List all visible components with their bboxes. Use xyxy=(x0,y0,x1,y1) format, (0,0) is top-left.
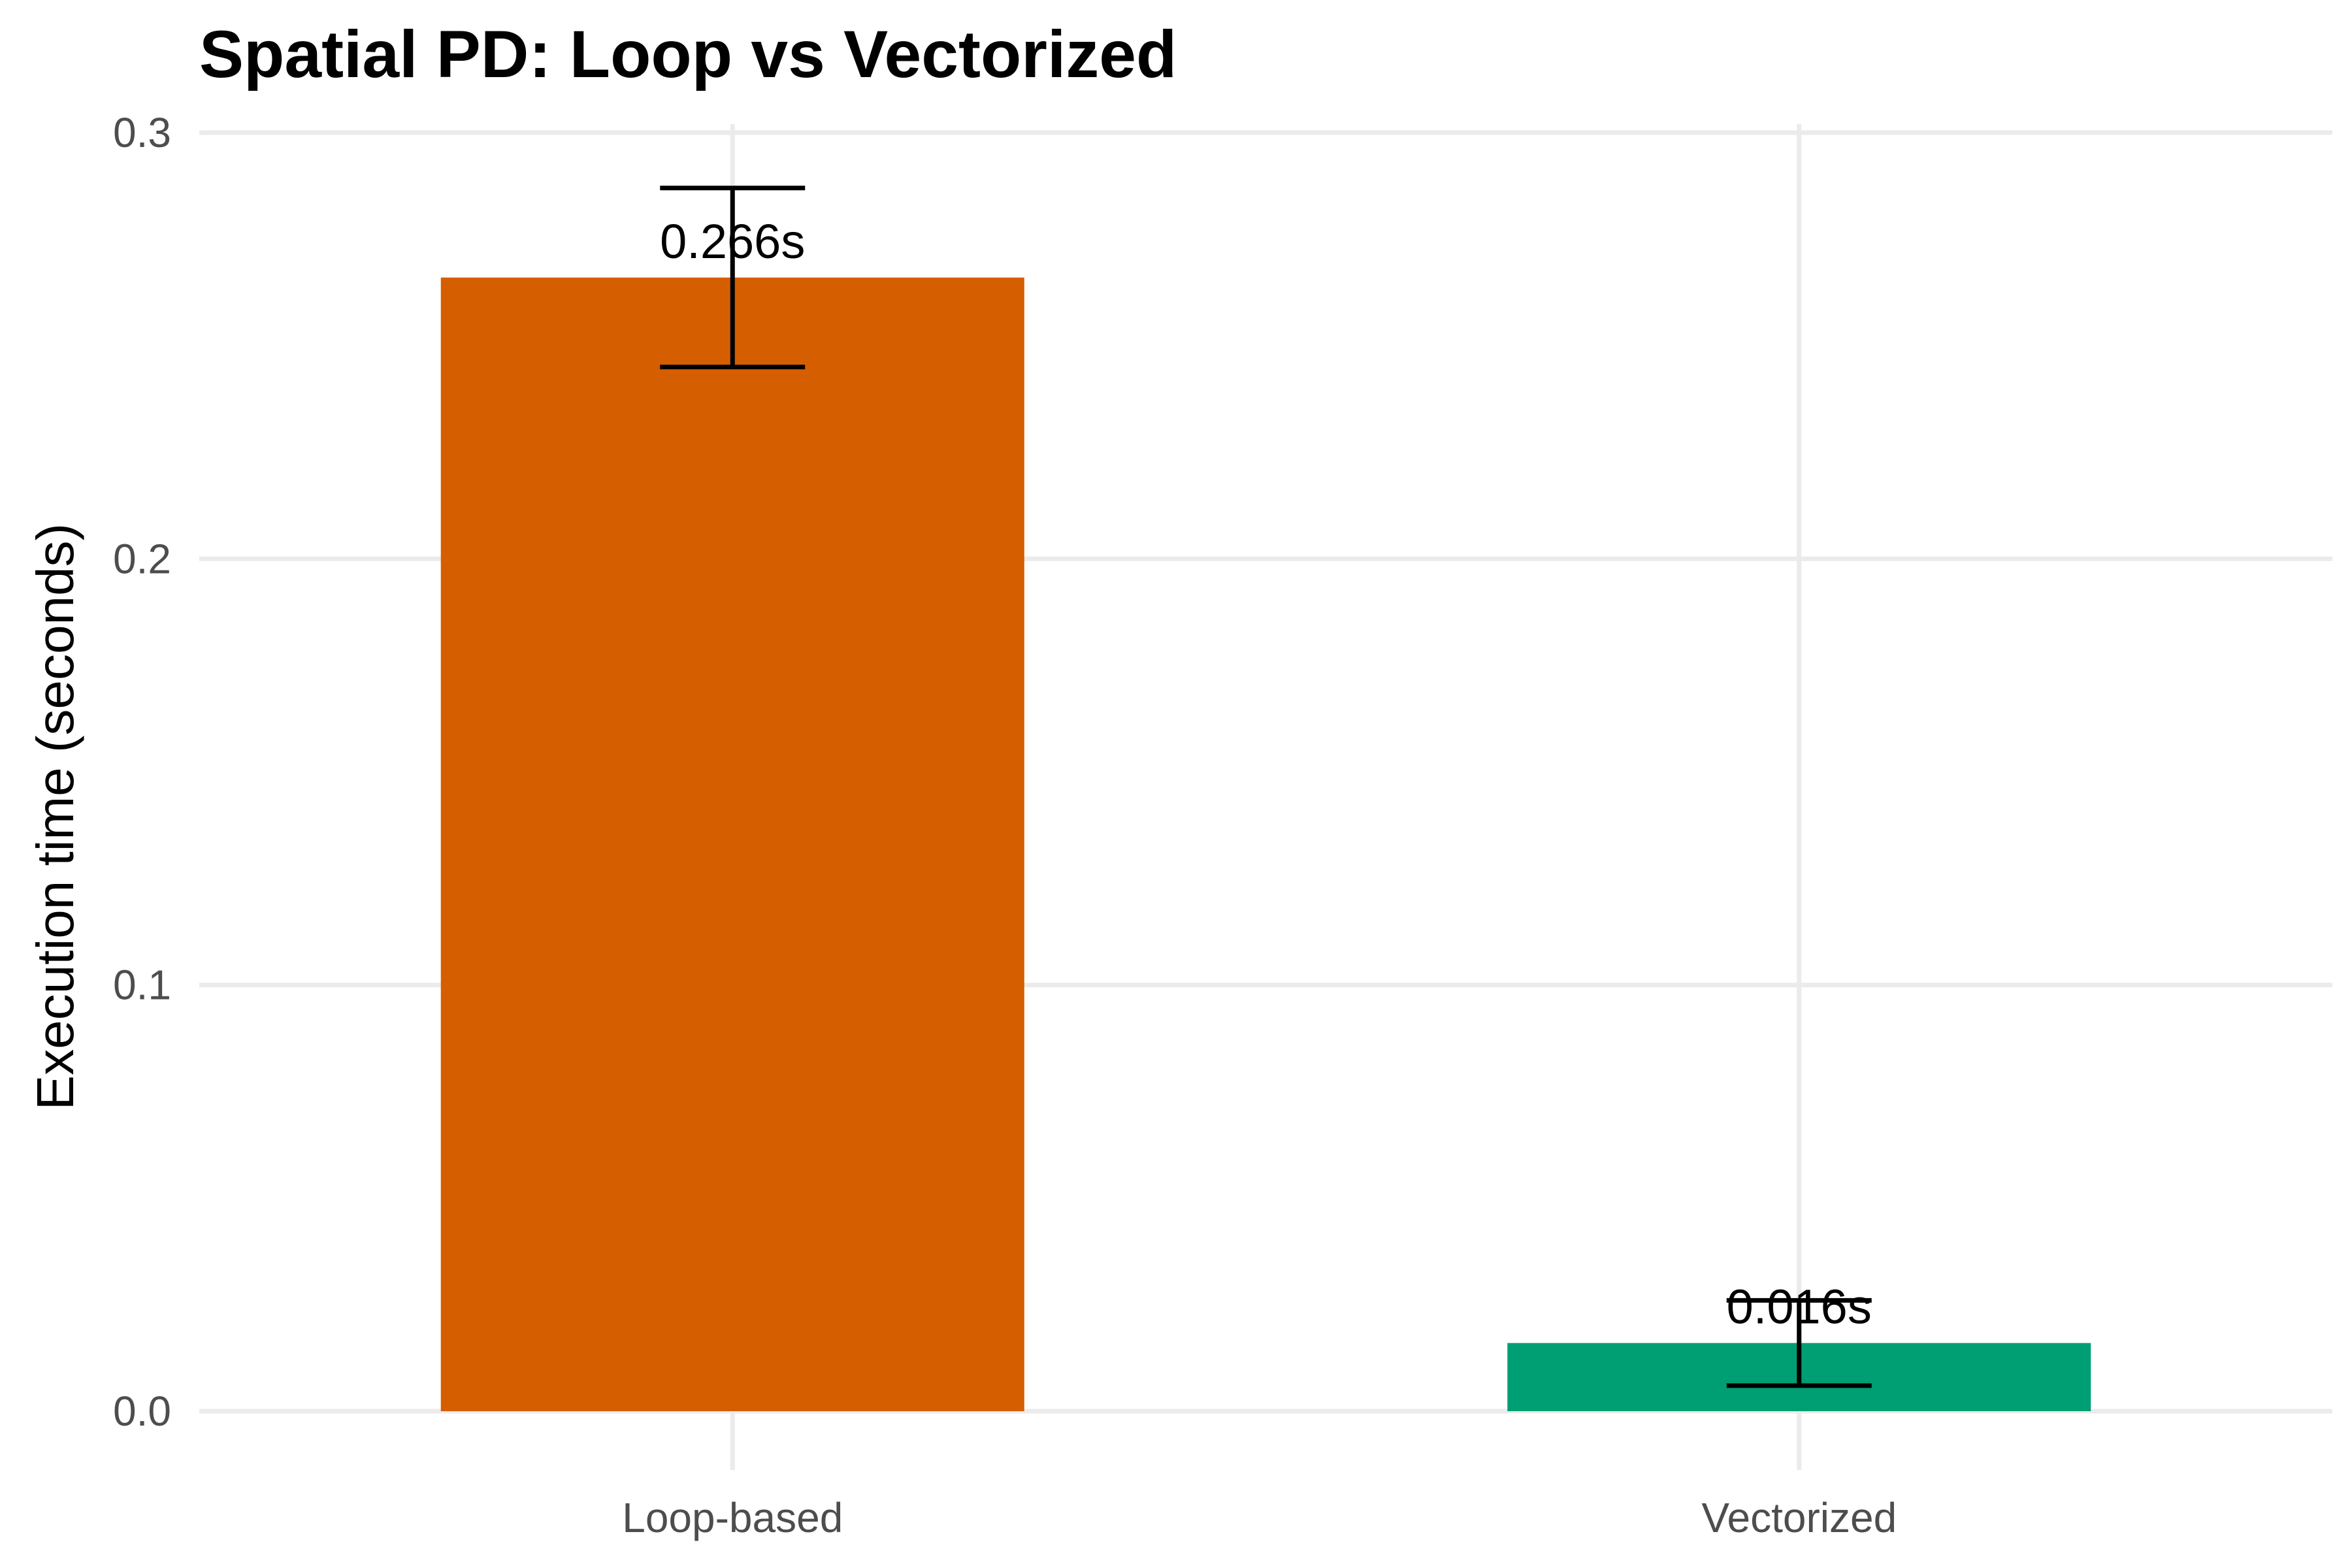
y-axis-label: Execution time (seconds) xyxy=(26,523,84,1110)
x-tick-label: Loop-based xyxy=(622,1494,843,1541)
bar-value-label: 0.266s xyxy=(660,214,805,269)
bar-value-label: 0.016s xyxy=(1727,1280,1872,1334)
y-tick-label: 0.3 xyxy=(113,109,171,156)
x-tick-label: Vectorized xyxy=(1701,1494,1897,1541)
y-tick-label: 0.2 xyxy=(113,535,171,582)
chart-title: Spatial PD: Loop vs Vectorized xyxy=(199,17,1177,91)
error-bars xyxy=(660,186,1872,1388)
tick-labels: 0.0 0.1 0.2 0.3 Loop-based Vectorized xyxy=(113,109,1897,1541)
bars xyxy=(440,277,2091,1411)
bar xyxy=(440,277,1024,1411)
y-tick-label: 0.0 xyxy=(113,1388,171,1435)
data-labels: 0.266s 0.016s xyxy=(660,214,1872,1334)
y-tick-label: 0.1 xyxy=(113,962,171,1009)
